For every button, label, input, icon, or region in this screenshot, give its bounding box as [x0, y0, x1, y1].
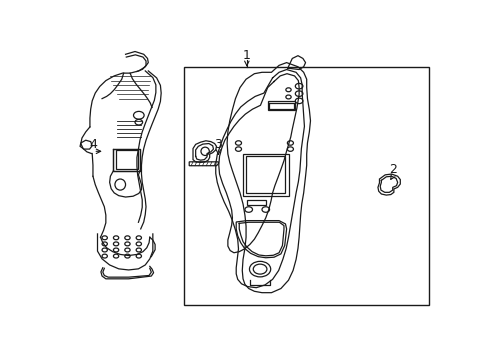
- Text: 3: 3: [214, 138, 222, 151]
- Text: 2: 2: [388, 163, 396, 176]
- Bar: [184, 67, 428, 305]
- Text: 1: 1: [243, 49, 250, 62]
- Text: 4: 4: [89, 138, 97, 151]
